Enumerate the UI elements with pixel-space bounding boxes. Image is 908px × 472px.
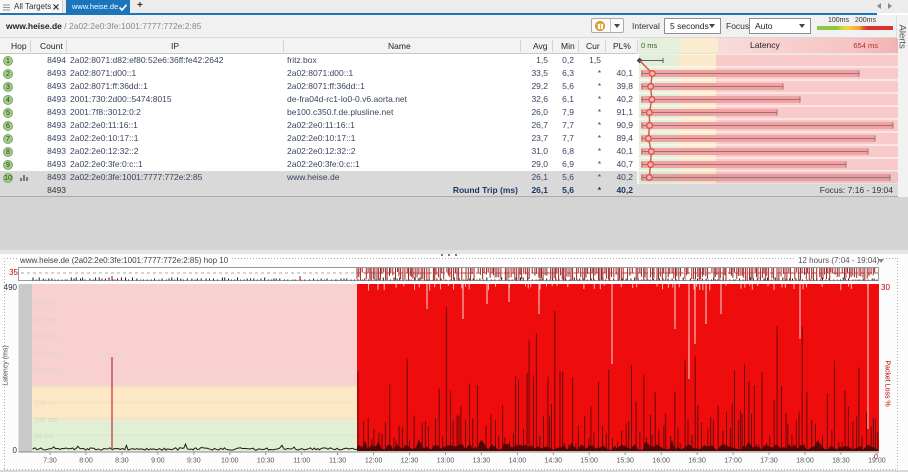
svg-text:10:30: 10:30	[257, 458, 275, 465]
svg-text:9:30: 9:30	[187, 458, 201, 465]
svg-text:654 ms: 654 ms	[853, 41, 878, 50]
svg-text:250 ms: 250 ms	[34, 367, 57, 374]
svg-text:8:00: 8:00	[79, 458, 93, 465]
svg-text:10:00: 10:00	[221, 458, 239, 465]
svg-text:15:00: 15:00	[580, 458, 598, 465]
svg-text:450 ms: 450 ms	[34, 301, 57, 308]
svg-text:12:30: 12:30	[401, 458, 419, 465]
svg-text:300 ms: 300 ms	[34, 350, 57, 357]
svg-text:16:00: 16:00	[652, 458, 670, 465]
svg-text:8:30: 8:30	[115, 458, 129, 465]
svg-text:200 ms: 200 ms	[34, 384, 57, 391]
svg-text:17:00: 17:00	[724, 458, 742, 465]
svg-text:11:00: 11:00	[293, 458, 310, 465]
svg-text:19:00: 19:00	[868, 458, 886, 465]
svg-text:50 ms: 50 ms	[34, 433, 54, 440]
svg-text:9:00: 9:00	[151, 458, 165, 465]
svg-text:15:30: 15:30	[616, 458, 634, 465]
svg-text:18:30: 18:30	[832, 458, 850, 465]
svg-text:150 ms: 150 ms	[34, 400, 57, 407]
svg-text:7:30: 7:30	[43, 458, 57, 465]
svg-text:16:30: 16:30	[688, 458, 706, 465]
svg-text:12:00: 12:00	[365, 458, 383, 465]
svg-text:18:00: 18:00	[796, 458, 814, 465]
svg-text:100 ms: 100 ms	[34, 417, 57, 424]
svg-text:11:30: 11:30	[329, 458, 346, 465]
svg-text:0 ms: 0 ms	[641, 41, 658, 50]
svg-text:Latency: Latency	[750, 40, 781, 50]
svg-text:13:00: 13:00	[437, 458, 455, 465]
svg-text:400 ms: 400 ms	[34, 317, 57, 324]
svg-text:350 ms: 350 ms	[34, 334, 57, 341]
svg-text:14:30: 14:30	[545, 458, 563, 465]
svg-text:17:30: 17:30	[760, 458, 778, 465]
svg-text:13:30: 13:30	[473, 458, 491, 465]
svg-text:14:00: 14:00	[509, 458, 527, 465]
